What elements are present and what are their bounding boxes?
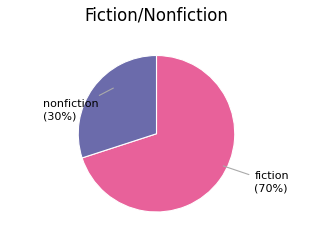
Wedge shape: [82, 56, 235, 212]
Text: nonfiction
(30%): nonfiction (30%): [43, 88, 113, 121]
Title: Fiction/Nonfiction: Fiction/Nonfiction: [85, 7, 228, 25]
Text: fiction
(70%): fiction (70%): [223, 166, 289, 193]
Wedge shape: [78, 56, 156, 158]
